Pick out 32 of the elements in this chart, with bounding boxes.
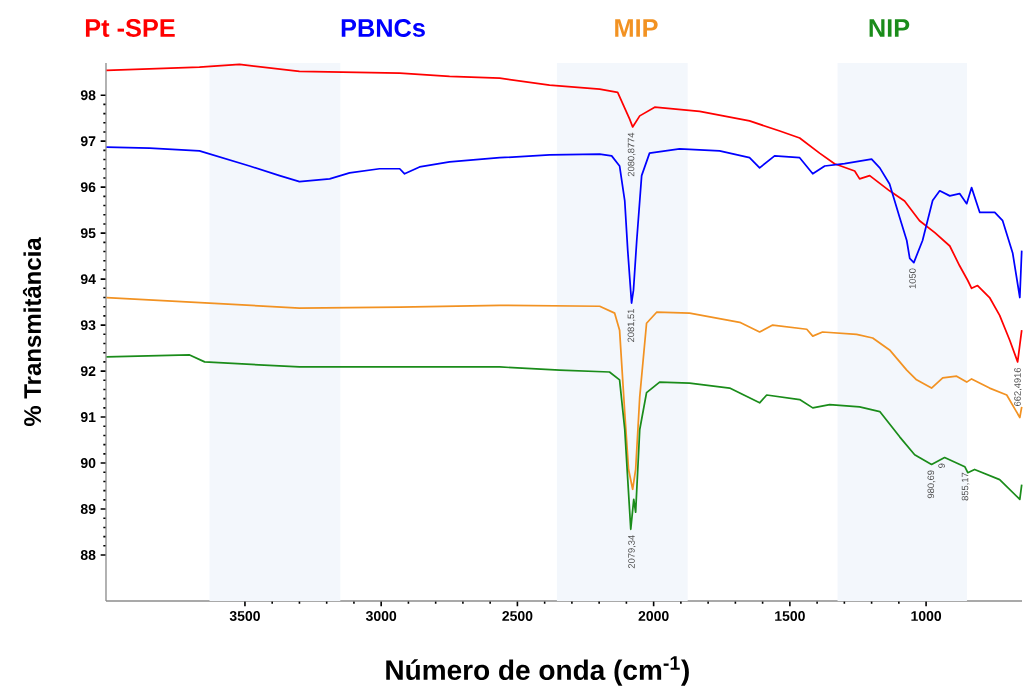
y-tick-label: 98: [80, 90, 96, 101]
x-tick-label: 1500: [775, 611, 805, 621]
y-tick-label: 95: [80, 228, 96, 239]
annotation: 855,17: [961, 472, 970, 501]
y-tick-label: 94: [80, 274, 96, 285]
annotation: 2079,34: [628, 535, 636, 569]
annotation: 2080,8774: [627, 132, 636, 177]
text: PBNCs: [341, 19, 425, 37]
text: NIP: [869, 19, 910, 37]
x-tick-label: 1000: [911, 611, 942, 621]
y-tick-label: 93: [80, 320, 96, 331]
y-tick-label: 88: [80, 550, 96, 560]
annotation: 980,69: [927, 470, 936, 499]
x-tick-label: 2000: [638, 611, 669, 621]
x-tick-label: 3000: [365, 611, 397, 621]
annotation: 9: [938, 463, 945, 468]
y-axis-title: % Transmitância: [22, 237, 42, 427]
y-tick-label: 97: [80, 136, 96, 147]
y-tick-label: 91: [80, 412, 96, 423]
annotation: 1050: [909, 268, 916, 289]
x-axis-title: Número de onda (cm$^{-1}$): [386, 656, 689, 686]
line-series: [105, 63, 1023, 363]
y-tick-label: 92: [80, 366, 96, 377]
y-tick-label: 96: [80, 182, 96, 193]
x-tick-label: 2500: [502, 611, 533, 621]
y-tick-label: 90: [80, 458, 96, 469]
x-tick-label: 3500: [229, 611, 260, 621]
text: MIP: [615, 19, 658, 37]
annotation: 2081,51: [627, 309, 636, 342]
annotation: 662,4916: [1014, 367, 1022, 406]
series-label: Pt -SPE: [85, 19, 175, 37]
y-tick-label: 89: [80, 504, 96, 514]
